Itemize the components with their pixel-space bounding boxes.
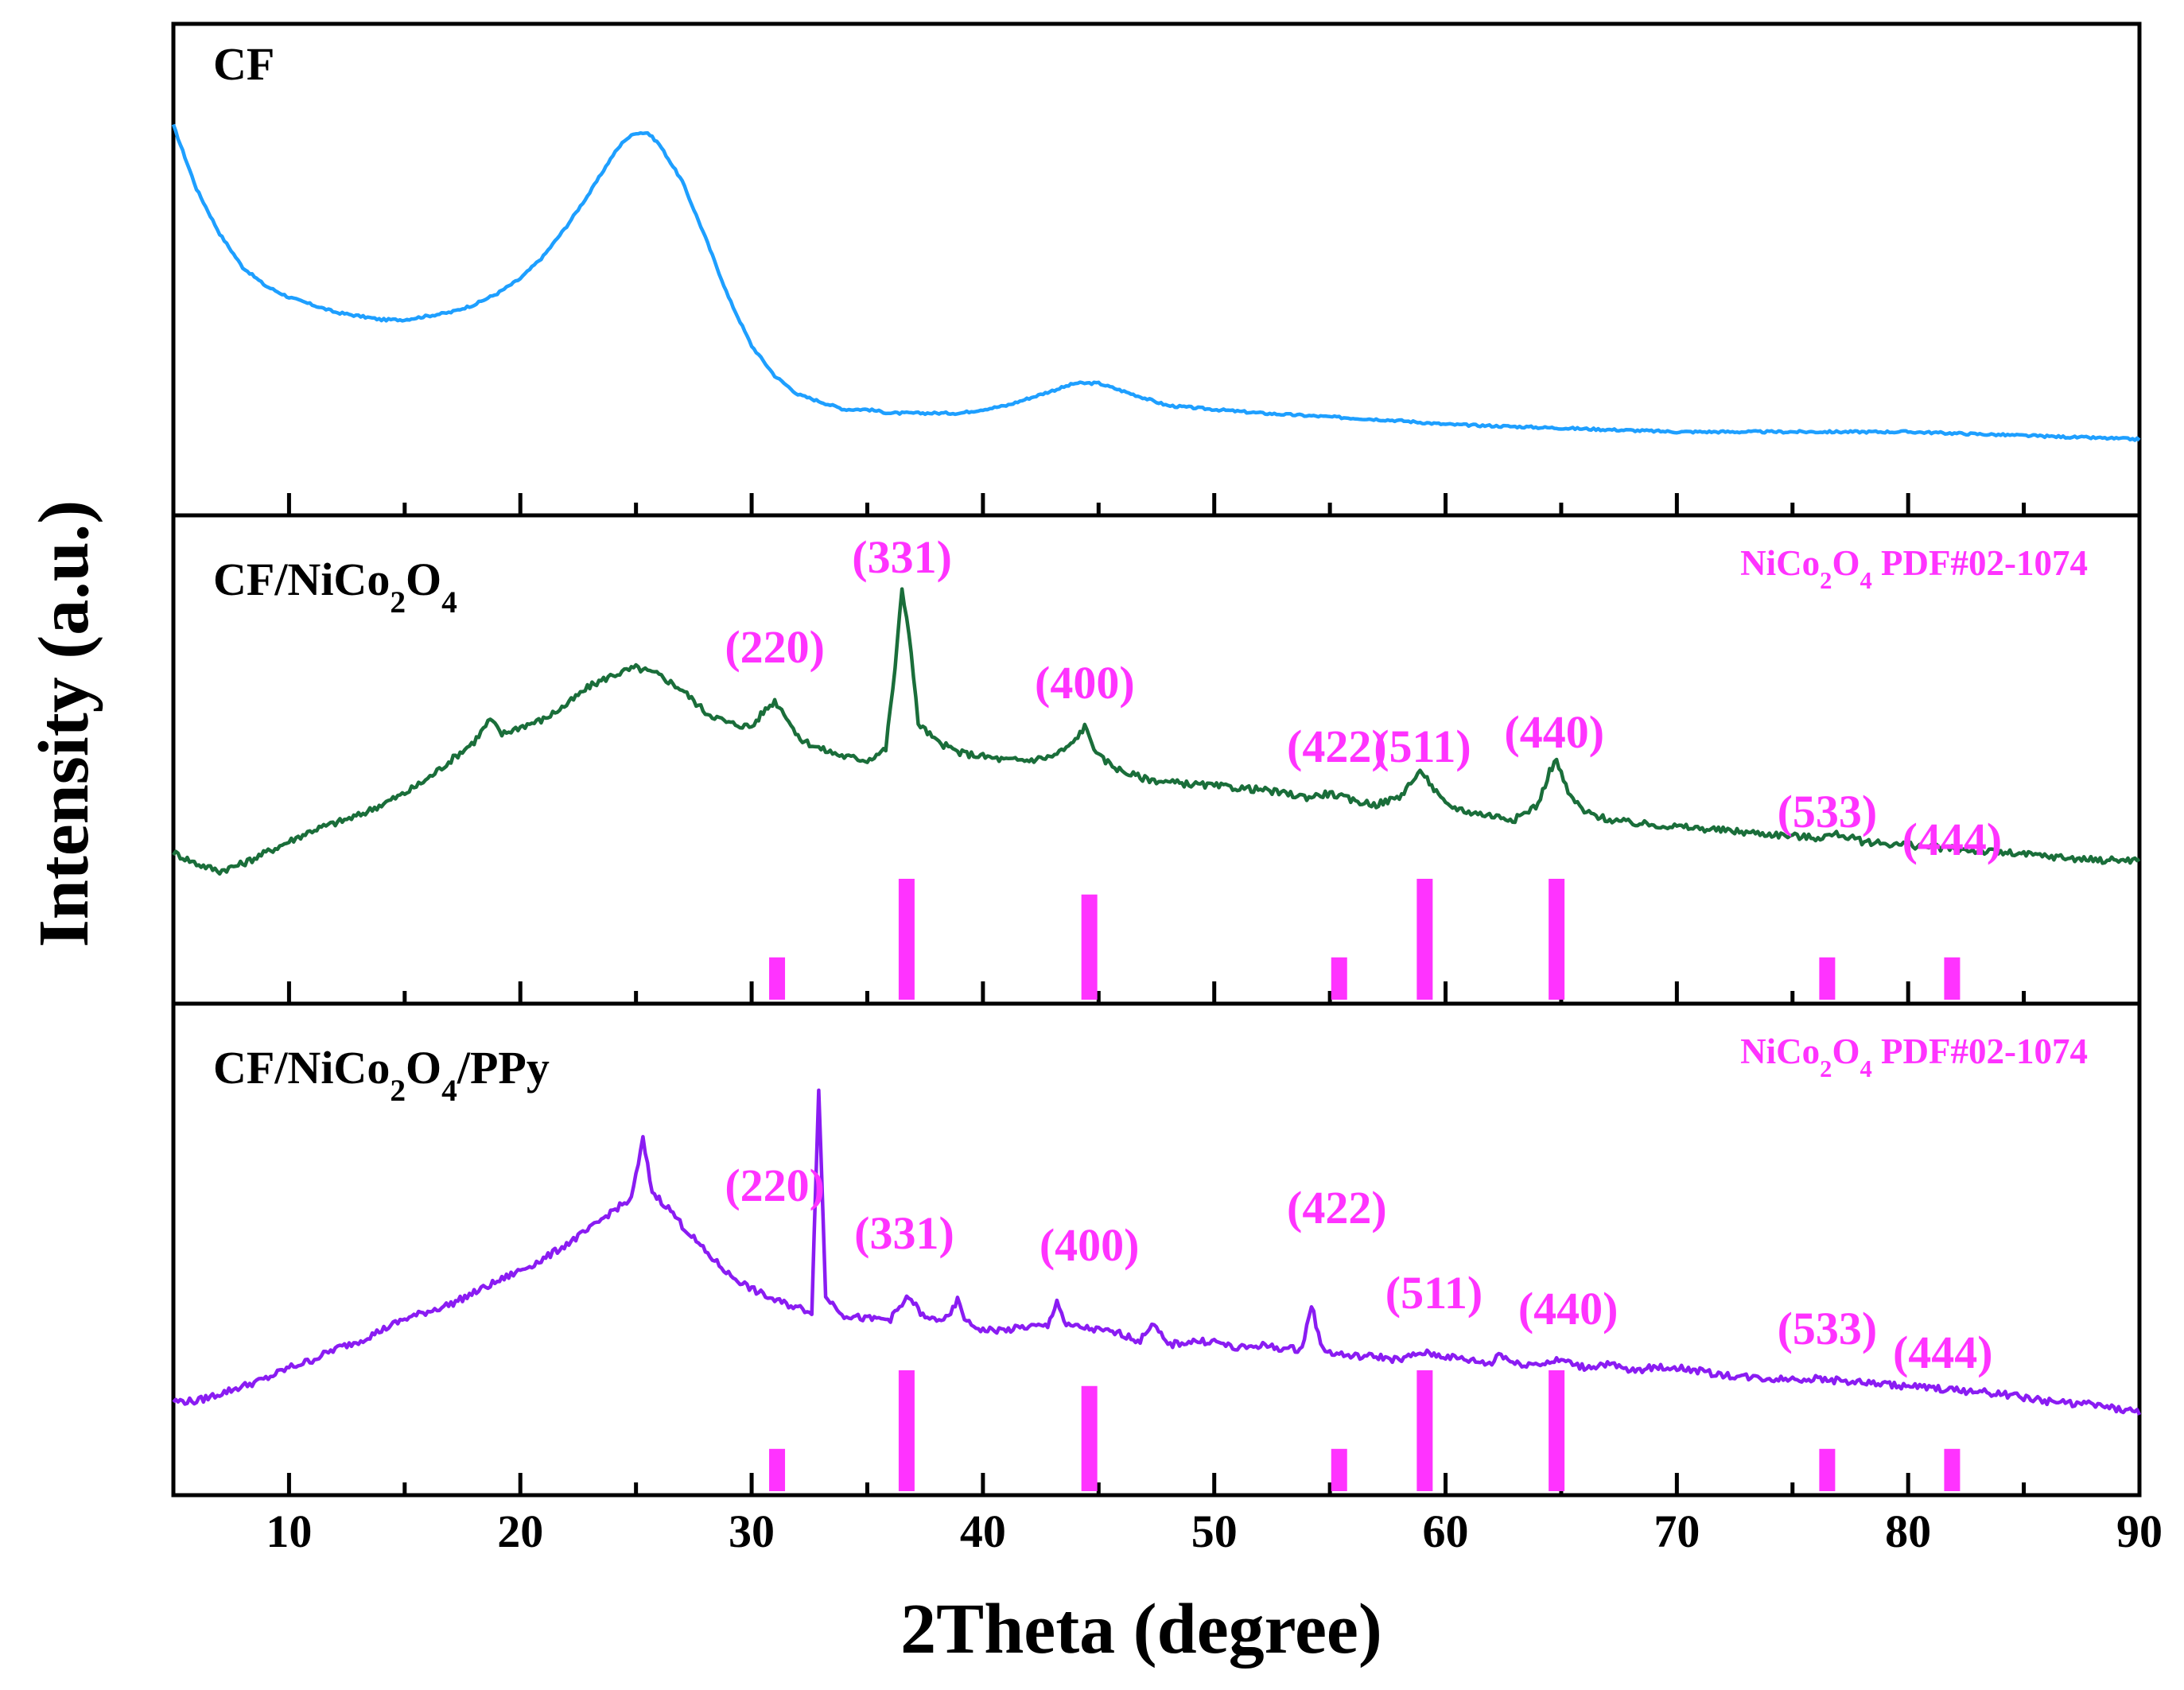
- reference-label-2-part: PDF#02-1074: [1872, 543, 2088, 583]
- peak-label-331: (331): [854, 1207, 954, 1259]
- reference-label-3-part: NiCo: [1740, 1031, 1820, 1071]
- peak-label-331: (331): [852, 531, 952, 583]
- panel-label-2-part: 4: [441, 585, 457, 620]
- peak-label-533: (533): [1778, 786, 1878, 837]
- peak-label-511: (511): [1374, 721, 1471, 772]
- peak-label-533: (533): [1778, 1303, 1878, 1354]
- axis-layer: 10 20 30 40 50 60 70 80 90: [171, 21, 2163, 1557]
- peak-label-444: (444): [1902, 814, 2003, 865]
- reference-bar: [1081, 894, 1098, 1000]
- reference-bar: [1549, 879, 1565, 1000]
- reference-bar: [1331, 1448, 1347, 1491]
- series-line-2: [172, 587, 2141, 876]
- x-tick-label: 70: [1654, 1505, 1700, 1557]
- panel-frame-1: [171, 21, 2142, 518]
- reference-label-2-part: O: [1832, 543, 1860, 583]
- peak-label-440: (440): [1504, 706, 1604, 758]
- peak-label-220: (220): [725, 621, 825, 673]
- reference-label-3-part: PDF#02-1074: [1872, 1031, 2088, 1071]
- panel-frame-3: [171, 1001, 2142, 1498]
- panel-label-3-part: /PPy: [457, 1042, 550, 1094]
- reference-label-2-part: 2: [1820, 567, 1832, 594]
- peak-label-444: (444): [1893, 1327, 1993, 1378]
- x-tick-label: 90: [2116, 1505, 2163, 1557]
- reference-bar: [1081, 1385, 1098, 1491]
- panel-label-2: CF/NiCo2O4: [213, 554, 457, 620]
- y-axis-title: Intensity (a.u.): [25, 500, 103, 948]
- peak-label-440: (440): [1518, 1283, 1619, 1335]
- x-tick-label: 40: [960, 1505, 1006, 1557]
- panel-label-1: CF: [213, 38, 274, 90]
- reference-bar: [898, 1370, 915, 1491]
- panel-label-2-part: 2: [390, 585, 406, 620]
- panel-label-3-part: O: [406, 1042, 441, 1094]
- panel-label-2-part: CF/NiCo: [213, 554, 390, 605]
- panel-label-3: CF/NiCo2O4/PPy: [213, 1042, 550, 1108]
- series-line-3: [172, 1088, 2142, 1416]
- reference-bar: [898, 879, 915, 1000]
- peak-label-220: (220): [725, 1160, 825, 1211]
- reference-bar: [1549, 1370, 1565, 1491]
- reference-bar: [1944, 1448, 1961, 1491]
- reference-label-3-part: O: [1832, 1031, 1860, 1071]
- reference-label-2-part: NiCo: [1740, 543, 1820, 583]
- x-tick-label: 80: [1885, 1505, 1931, 1557]
- x-axis-title: 2Theta (degree): [900, 1590, 1382, 1669]
- reference-bar: [1416, 1370, 1433, 1491]
- panel-label-3-part: 4: [441, 1073, 457, 1108]
- x-tick-label: 20: [497, 1505, 543, 1557]
- reference-bar: [1819, 1448, 1836, 1491]
- reference-bar: [1416, 879, 1433, 1000]
- x-tick-label: 30: [729, 1505, 775, 1557]
- x-tick-label: 50: [1191, 1505, 1238, 1557]
- panel-label-3-part: CF/NiCo: [213, 1042, 390, 1094]
- peak-label-511: (511): [1385, 1267, 1483, 1319]
- series-line-1: [171, 123, 2141, 442]
- reference-bar: [1819, 957, 1836, 1000]
- peak-label-422: (422): [1287, 1182, 1387, 1234]
- panel-3: CF/NiCo2O4/PPy NiCo2O4 PDF#02-1074(220)(3…: [172, 1031, 2142, 1491]
- reference-label-2-part: 4: [1860, 567, 1871, 594]
- peak-label-400: (400): [1040, 1219, 1140, 1271]
- reference-bar: [769, 1448, 786, 1491]
- reference-label-2: NiCo2O4 PDF#02-1074: [1740, 543, 2088, 594]
- panel-label-3-part: 2: [390, 1073, 406, 1108]
- reference-bar: [1944, 957, 1961, 1000]
- reference-label-3-part: 4: [1860, 1055, 1871, 1082]
- reference-label-3-part: 2: [1820, 1055, 1832, 1082]
- x-tick-label: 10: [266, 1505, 312, 1557]
- reference-label-3: NiCo2O4 PDF#02-1074: [1740, 1031, 2088, 1082]
- reference-bar: [769, 957, 786, 1000]
- peak-label-400: (400): [1035, 657, 1135, 709]
- panel-label-2-part: O: [406, 554, 441, 605]
- panel-frame-2: [171, 513, 2142, 1006]
- reference-bar: [1331, 957, 1347, 1000]
- panel-1: CF: [171, 38, 2141, 442]
- x-tick-label: 60: [1423, 1505, 1469, 1557]
- peak-label-422: (422): [1287, 721, 1387, 772]
